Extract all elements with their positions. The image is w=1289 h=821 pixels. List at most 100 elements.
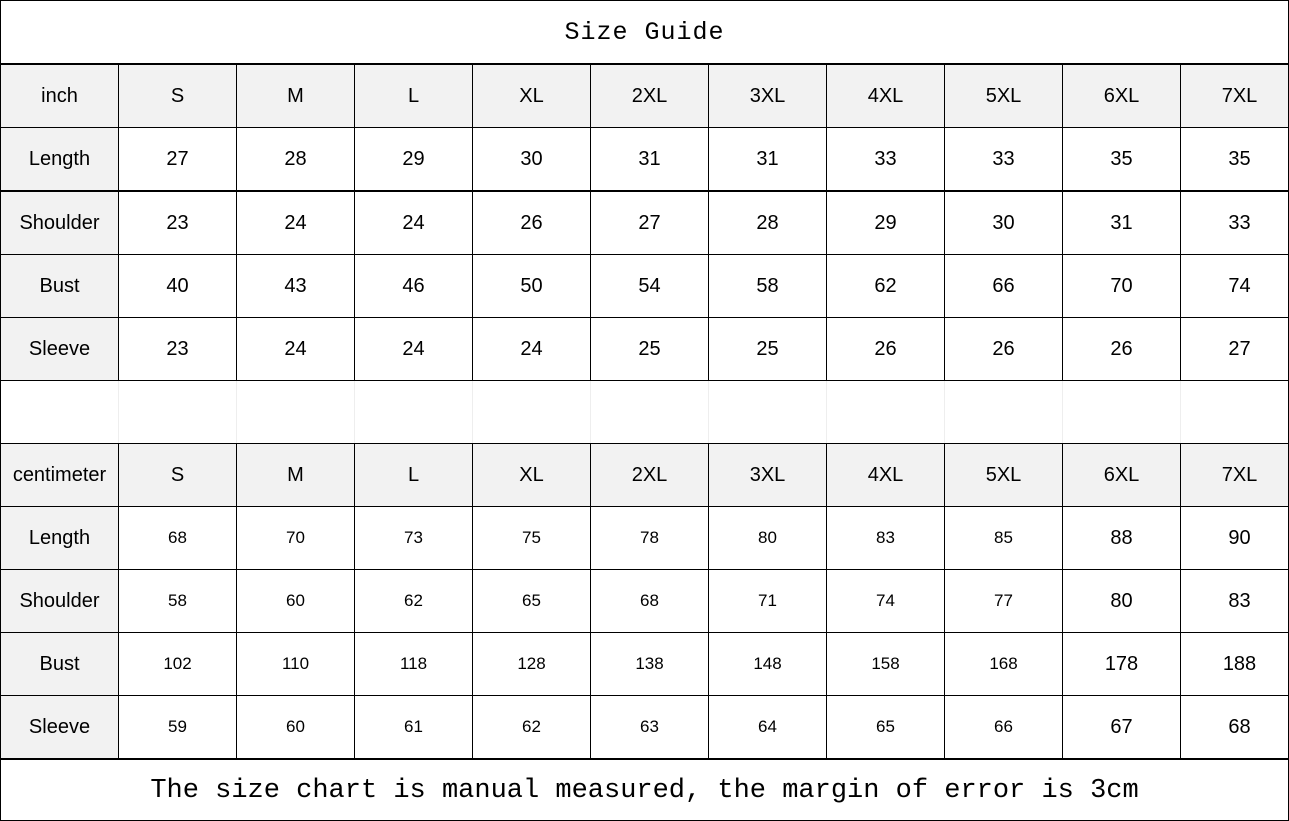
measurement-value: 188 — [1180, 632, 1288, 696]
measurement-value: 118 — [354, 632, 473, 696]
spacer-row — [1, 380, 1288, 444]
size-header: 2XL — [590, 443, 709, 507]
empty-cell — [944, 380, 1063, 444]
centimeter-header-row: centimeter S M L XL 2XL 3XL 4XL 5XL 6XL 7XL — [1, 443, 1288, 507]
measurement-value: 68 — [1180, 695, 1288, 759]
measurement-value: 90 — [1180, 506, 1288, 570]
size-header: 3XL — [708, 443, 827, 507]
measurement-value: 31 — [1062, 190, 1181, 255]
measurement-label: Bust — [1, 632, 119, 696]
size-header: L — [354, 64, 473, 128]
measurement-value: 80 — [708, 506, 827, 570]
measurement-value: 24 — [354, 317, 473, 381]
empty-cell — [236, 380, 355, 444]
measurement-value: 58 — [708, 254, 827, 318]
measurement-value: 158 — [826, 632, 945, 696]
measurement-value: 26 — [826, 317, 945, 381]
table-row: Length 68 70 73 75 78 80 83 85 88 90 — [1, 506, 1288, 570]
empty-cell — [826, 380, 945, 444]
measurement-value: 28 — [236, 127, 355, 192]
size-header: M — [236, 64, 355, 128]
size-header: 6XL — [1062, 64, 1181, 128]
measurement-value: 24 — [236, 190, 355, 255]
measurement-value: 62 — [826, 254, 945, 318]
measurement-value: 60 — [236, 695, 355, 759]
empty-cell — [1, 380, 119, 444]
measurement-value: 58 — [118, 569, 237, 633]
measurement-value: 73 — [354, 506, 473, 570]
measurement-value: 102 — [118, 632, 237, 696]
measurement-value: 31 — [590, 127, 709, 192]
measurement-value: 67 — [1062, 695, 1181, 759]
measurement-label: Shoulder — [1, 569, 119, 633]
measurement-value: 24 — [236, 317, 355, 381]
measurement-label: Shoulder — [1, 190, 119, 255]
table-row: Sleeve 59 60 61 62 63 64 65 66 67 68 — [1, 695, 1288, 759]
measurement-value: 25 — [708, 317, 827, 381]
table-row: Shoulder 23 24 24 26 27 28 29 30 31 33 — [1, 190, 1288, 255]
measurement-value: 78 — [590, 506, 709, 570]
measurement-value: 27 — [1180, 317, 1288, 381]
measurement-value: 43 — [236, 254, 355, 318]
measurement-value: 65 — [472, 569, 591, 633]
measurement-value: 54 — [590, 254, 709, 318]
measurement-value: 23 — [118, 317, 237, 381]
measurement-value: 46 — [354, 254, 473, 318]
measurement-value: 24 — [354, 190, 473, 255]
measurement-value: 77 — [944, 569, 1063, 633]
measurement-value: 65 — [826, 695, 945, 759]
footer-note: The size chart is manual measured, the m… — [1, 759, 1288, 820]
unit-label: inch — [1, 64, 119, 128]
measurement-value: 138 — [590, 632, 709, 696]
size-header: 7XL — [1180, 443, 1288, 507]
measurement-value: 85 — [944, 506, 1063, 570]
empty-cell — [1062, 380, 1181, 444]
size-header: 5XL — [944, 64, 1063, 128]
measurement-value: 75 — [472, 506, 591, 570]
measurement-value: 68 — [118, 506, 237, 570]
empty-cell — [354, 380, 473, 444]
table-row: Length 27 28 29 30 31 31 33 33 35 35 — [1, 127, 1288, 192]
inch-header-row: inch S M L XL 2XL 3XL 4XL 5XL 6XL 7XL — [1, 64, 1288, 128]
measurement-value: 63 — [590, 695, 709, 759]
measurement-value: 178 — [1062, 632, 1181, 696]
measurement-value: 62 — [354, 569, 473, 633]
measurement-value: 70 — [236, 506, 355, 570]
size-header: 4XL — [826, 443, 945, 507]
measurement-value: 70 — [1062, 254, 1181, 318]
measurement-value: 60 — [236, 569, 355, 633]
measurement-value: 30 — [472, 127, 591, 192]
measurement-value: 62 — [472, 695, 591, 759]
measurement-value: 128 — [472, 632, 591, 696]
empty-cell — [1180, 380, 1288, 444]
measurement-label: Sleeve — [1, 317, 119, 381]
measurement-label: Length — [1, 127, 119, 192]
measurement-value: 66 — [944, 695, 1063, 759]
measurement-value: 33 — [1180, 190, 1288, 255]
measurement-value: 26 — [1062, 317, 1181, 381]
measurement-value: 27 — [590, 190, 709, 255]
measurement-value: 50 — [472, 254, 591, 318]
size-table: inch S M L XL 2XL 3XL 4XL 5XL 6XL 7XL Length 27 28 29 3… — [1, 64, 1288, 759]
measurement-value: 35 — [1062, 127, 1181, 192]
size-header: 2XL — [590, 64, 709, 128]
measurement-value: 68 — [590, 569, 709, 633]
measurement-label: Length — [1, 506, 119, 570]
measurement-value: 148 — [708, 632, 827, 696]
empty-cell — [590, 380, 709, 444]
size-header: XL — [472, 443, 591, 507]
measurement-value: 28 — [708, 190, 827, 255]
measurement-value: 29 — [826, 190, 945, 255]
measurement-value: 88 — [1062, 506, 1181, 570]
measurement-value: 83 — [826, 506, 945, 570]
size-header: S — [118, 64, 237, 128]
page-title: Size Guide — [1, 1, 1288, 64]
table-row: Bust 40 43 46 50 54 58 62 66 70 74 — [1, 254, 1288, 318]
measurement-value: 33 — [944, 127, 1063, 192]
measurement-value: 74 — [826, 569, 945, 633]
measurement-value: 23 — [118, 190, 237, 255]
measurement-label: Bust — [1, 254, 119, 318]
measurement-value: 35 — [1180, 127, 1288, 192]
measurement-value: 71 — [708, 569, 827, 633]
